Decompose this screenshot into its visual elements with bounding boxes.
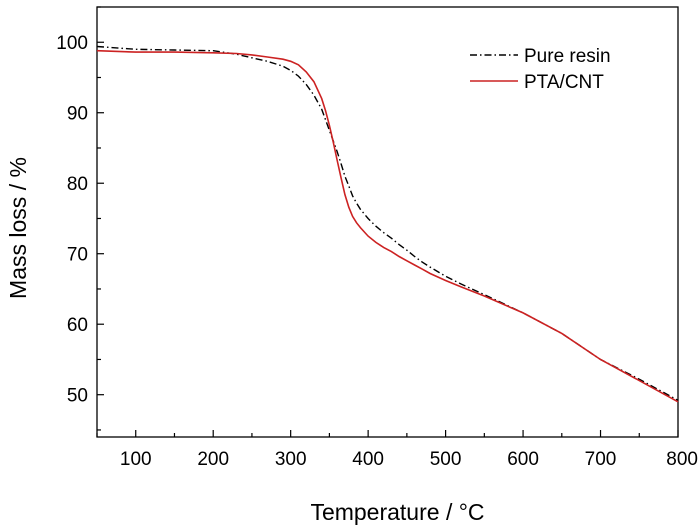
x-tick-label: 500 — [430, 449, 462, 470]
x-tick-label: 300 — [275, 449, 307, 470]
series-line-pure-resin — [96, 45, 679, 401]
y-tick-label: 70 — [67, 245, 88, 266]
x-axis-title: Temperature / °C — [310, 499, 484, 525]
x-tick-label: 200 — [197, 449, 229, 470]
x-tick-label: 600 — [507, 449, 539, 470]
y-tick-label: 50 — [67, 386, 88, 407]
series-layer — [96, 45, 679, 403]
axes: 100 200 300 400 500 600 700 800 50 60 70 80 90 100 — [56, 6, 698, 470]
x-tick-label: 700 — [585, 449, 617, 470]
legend: Pure resin PTA/CNT — [470, 46, 611, 93]
y-tick-label: 90 — [67, 104, 88, 125]
x-tick-label: 100 — [120, 449, 152, 470]
series-line-pta-cnt — [96, 49, 679, 403]
y-axis-title: Mass loss / % — [5, 157, 31, 299]
plot-frame — [96, 6, 679, 438]
legend-label: Pure resin — [524, 46, 611, 67]
y-tick-label: 100 — [56, 33, 88, 54]
x-tick-label: 400 — [352, 449, 384, 470]
legend-label: PTA/CNT — [524, 72, 604, 93]
y-tick-label: 80 — [67, 174, 88, 195]
y-tick-label: 60 — [67, 315, 88, 336]
x-tick-label: 800 — [666, 449, 698, 470]
